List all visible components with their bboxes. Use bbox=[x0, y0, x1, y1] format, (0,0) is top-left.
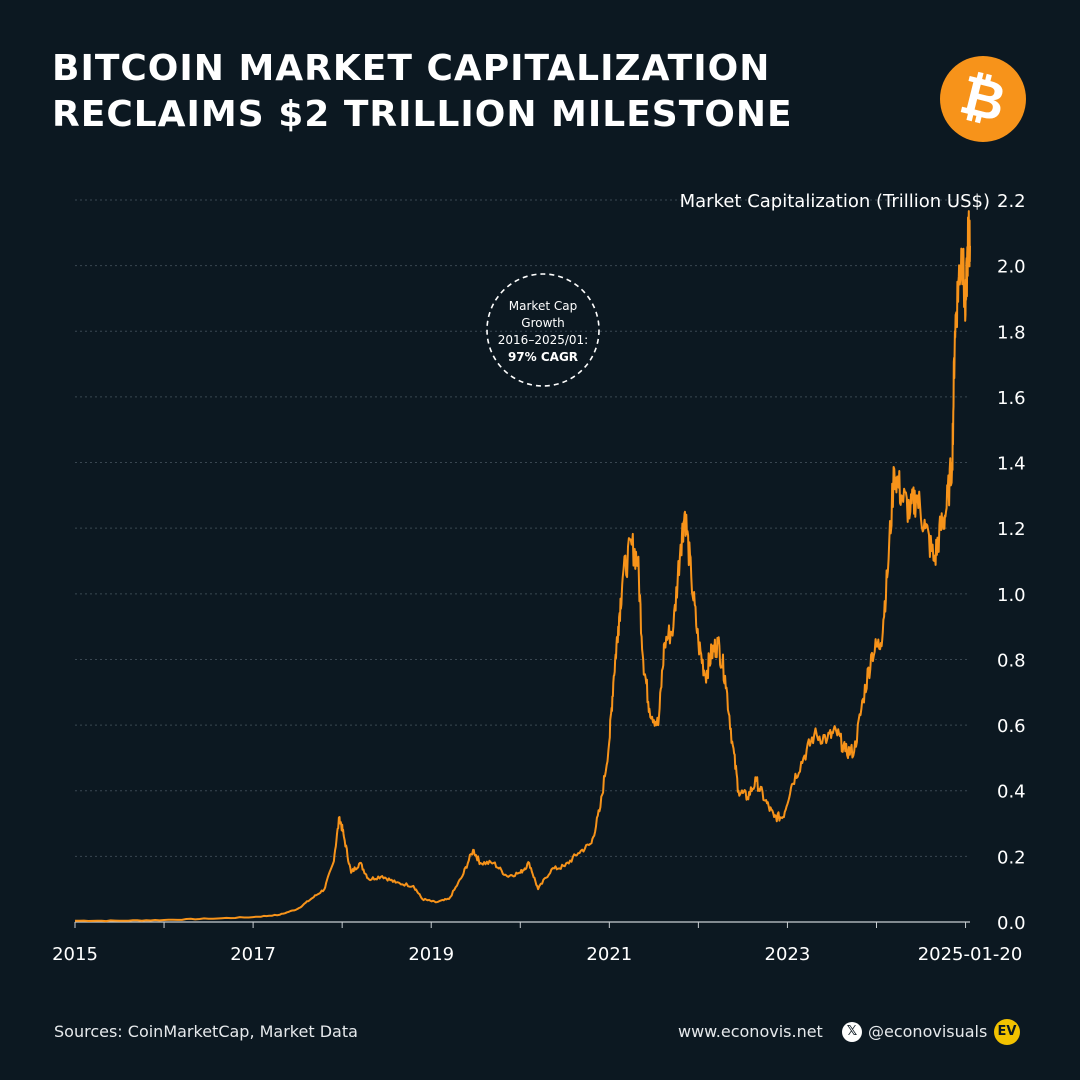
y-tick-label: 2.0 bbox=[997, 257, 1026, 278]
y-tick-label: 1.2 bbox=[997, 519, 1026, 540]
x-logo-icon: 𝕏 bbox=[842, 1022, 862, 1042]
econovis-logo-icon: EV bbox=[994, 1019, 1020, 1045]
y-tick-label: 0.2 bbox=[997, 847, 1026, 868]
annotation-line-3: 2016–2025/01: bbox=[498, 333, 588, 347]
social-handle[interactable]: @econovisuals bbox=[868, 1022, 988, 1041]
sources-text: Sources: CoinMarketCap, Market Data bbox=[54, 1022, 358, 1041]
annotation-line-1: Market Cap bbox=[509, 299, 577, 313]
y-tick-label: 1.4 bbox=[997, 454, 1026, 475]
y-tick-label: 0.4 bbox=[997, 782, 1026, 803]
annotation-line-2: Growth bbox=[521, 316, 564, 330]
y-tick-label: 2.2 bbox=[997, 191, 1026, 212]
title-line-1: BITCOIN MARKET CAPITALIZATION bbox=[52, 48, 771, 89]
x-tick-label: 2015 bbox=[52, 944, 98, 965]
x-tick-label: 2019 bbox=[408, 944, 454, 965]
cagr-annotation: Market Cap Growth 2016–2025/01: 97% CAGR bbox=[486, 273, 600, 387]
x-tick-label: 2017 bbox=[230, 944, 276, 965]
y-tick-label: 1.0 bbox=[997, 585, 1026, 606]
y-tick-label: 1.8 bbox=[997, 322, 1026, 343]
y-tick-label: 1.6 bbox=[997, 388, 1026, 409]
x-tick-label: 2025-01-20 bbox=[918, 944, 1023, 965]
annotation-circle bbox=[486, 273, 600, 387]
line-chart: 0.0 0.2 0.4 0.6 0.8 1.0 1.2 1.4 1.6 1.8 2.0 2.2 2015… bbox=[52, 191, 1026, 965]
y-tick-label: 0.8 bbox=[997, 650, 1026, 671]
y-tick-label: 0.6 bbox=[997, 716, 1026, 737]
y-tick-label: 0.0 bbox=[997, 913, 1026, 934]
x-tick-label: 2023 bbox=[765, 944, 811, 965]
series-line-bitcoin-market-cap bbox=[75, 210, 971, 923]
website-link[interactable]: www.econovis.net bbox=[678, 1022, 823, 1041]
chart-title: BITCOIN MARKET CAPITALIZATION RECLAIMS $… bbox=[52, 46, 793, 138]
bitcoin-logo-icon: ₿ bbox=[940, 56, 1026, 142]
x-tick-label: 2021 bbox=[586, 944, 632, 965]
annotation-line-4: 97% CAGR bbox=[508, 350, 578, 364]
title-line-2: RECLAIMS $2 TRILLION MILESTONE bbox=[52, 94, 793, 135]
y-axis-label: Market Capitalization (Trillion US$) bbox=[680, 191, 990, 212]
